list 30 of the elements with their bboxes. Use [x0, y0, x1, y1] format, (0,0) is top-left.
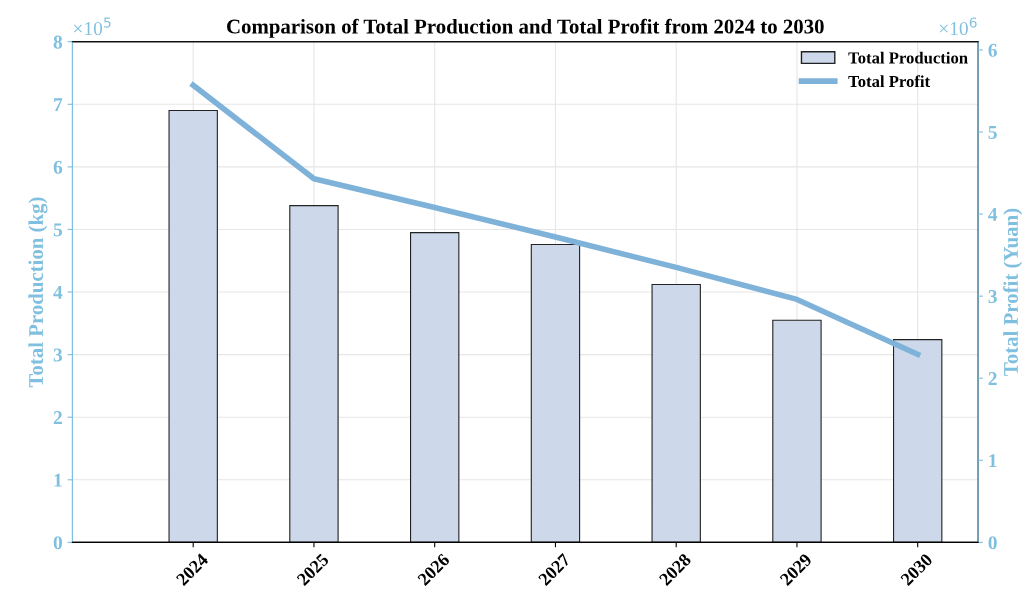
y-tick-label: 6 [53, 160, 63, 174]
legend-label: Total Production [848, 51, 968, 64]
y-tick-label: 3 [53, 348, 63, 362]
bar [892, 339, 943, 543]
bar [409, 232, 460, 543]
y-tick-label: 7 [54, 98, 63, 112]
y2-tick-label: 6 [988, 43, 997, 57]
y-tick-label: 1 [54, 473, 62, 487]
text: ×10$^{6}$ [939, 17, 977, 36]
y2-tick-label: 1 [989, 454, 997, 468]
y2-tick-label: 4 [988, 208, 998, 221]
y-tick-label: 4 [53, 285, 63, 299]
bar [530, 243, 581, 543]
y2-axis-title: Total Profit (Yuan) [1003, 208, 1023, 376]
text: ×10$^{5}$ [73, 17, 111, 36]
y2-tick-label: 2 [988, 372, 997, 385]
y-tick-label: 5 [53, 223, 63, 237]
y2-tick-label: 3 [988, 290, 997, 304]
bar [651, 283, 701, 543]
y-tick-label: 8 [53, 35, 63, 49]
bar [289, 205, 339, 543]
chart-title: Comparison of Total Production and Total Profit from 2024 to 2030 [227, 18, 824, 38]
bar [772, 319, 822, 543]
y-tick-label: 0 [53, 536, 62, 550]
legend-label: Total Profit [848, 75, 931, 88]
bar [168, 110, 218, 543]
y2-tick-label: 5 [988, 126, 997, 139]
y-axis-title: Total Production (kg) [28, 197, 48, 388]
y-tick-label: 2 [53, 411, 62, 424]
y2-tick-label: 0 [988, 536, 997, 550]
